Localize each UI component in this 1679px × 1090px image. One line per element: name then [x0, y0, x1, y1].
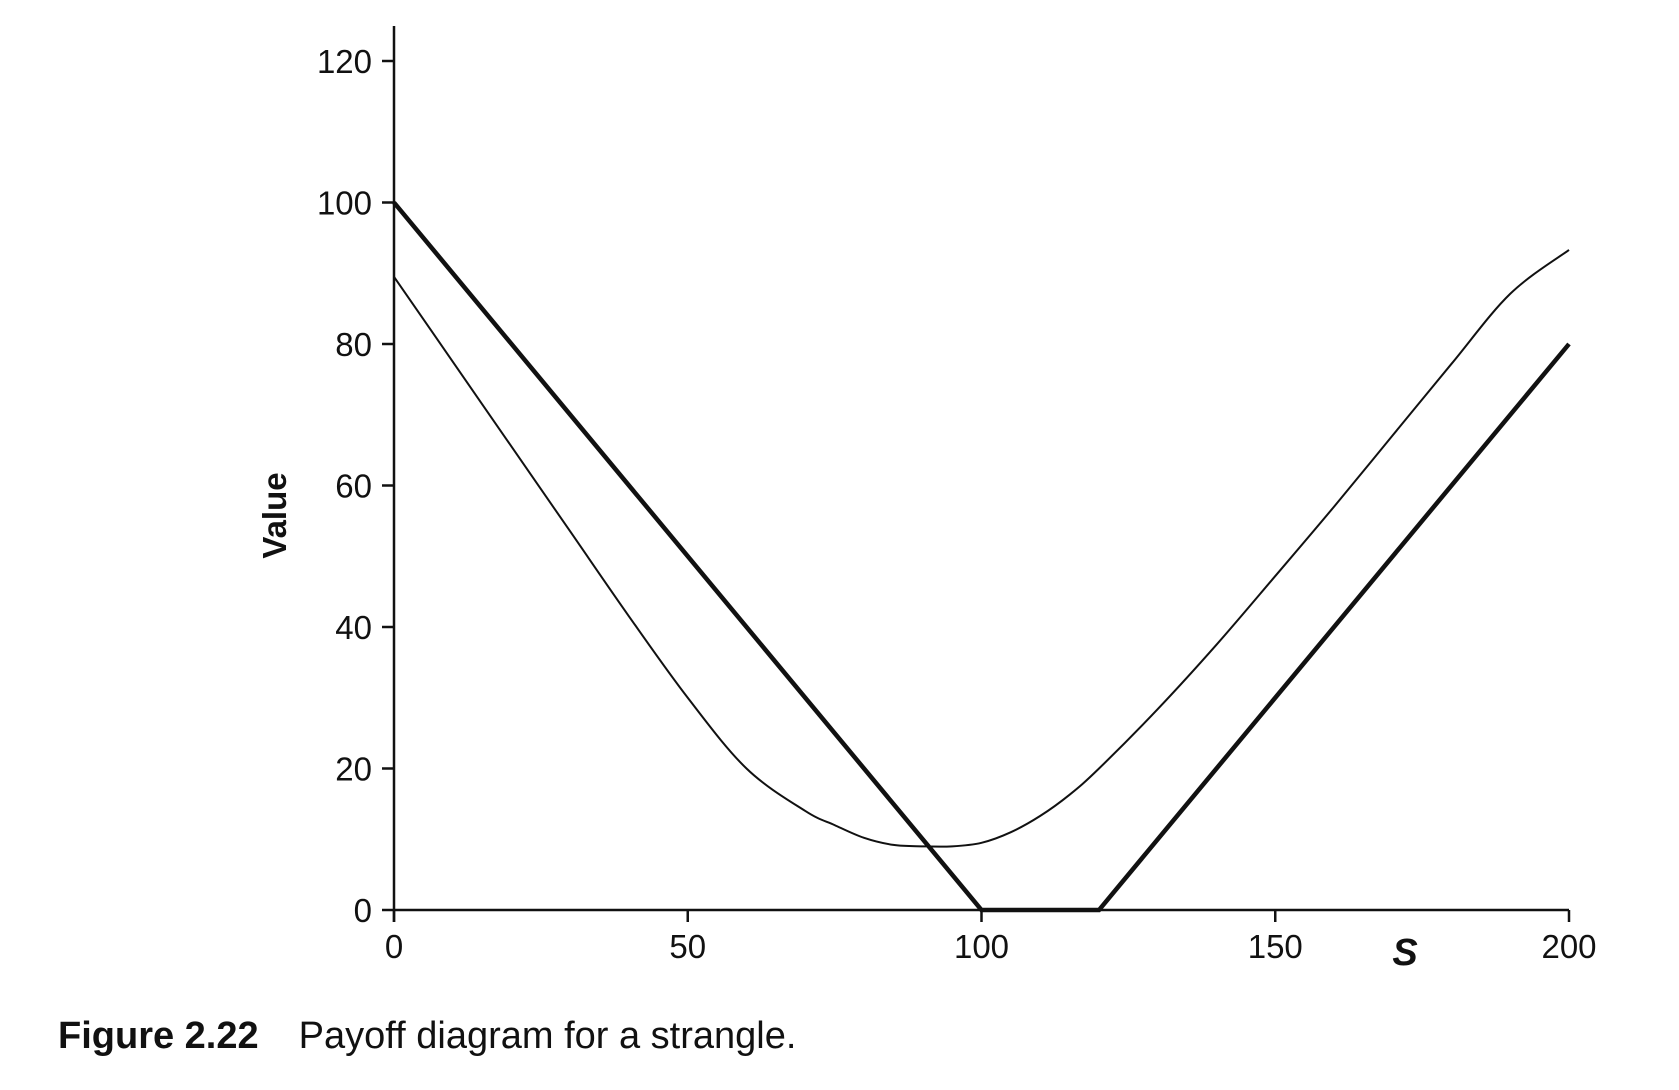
value-before-expiry-curve	[393, 249, 1570, 848]
x-tick-label: 0	[385, 928, 403, 965]
axis-ticks: 0 20 40 60 80 100 120 0 50 100 150 200	[317, 43, 1597, 965]
y-tick-label: 20	[335, 751, 372, 788]
figure-label: Figure 2.22	[58, 1015, 259, 1057]
y-tick-label: 120	[317, 43, 372, 80]
y-tick-label: 80	[335, 326, 372, 363]
payoff-at-expiry-line	[392, 201, 1571, 913]
x-tick-label: 150	[1248, 928, 1303, 965]
y-tick-label: 60	[335, 468, 372, 505]
y-tick-label: 0	[354, 892, 372, 929]
figure-caption: Figure 2.22 Payoff diagram for a strangle…	[58, 1015, 796, 1058]
axes	[392, 26, 1569, 922]
x-tick-label: 200	[1541, 928, 1596, 965]
x-tick-label: 50	[669, 928, 706, 965]
figure-caption-text: Payoff diagram for a strangle.	[298, 1015, 797, 1057]
strangle-payoff-chart: 0 20 40 60 80 100 120 0 50 100 150 200 Value S	[256, 26, 1597, 974]
x-axis-title: S	[1392, 932, 1417, 974]
x-tick-label: 100	[954, 928, 1009, 965]
series-layer	[392, 201, 1571, 913]
y-tick-label: 40	[335, 609, 372, 646]
y-axis-title: Value	[256, 472, 293, 558]
y-tick-label: 100	[317, 185, 372, 222]
